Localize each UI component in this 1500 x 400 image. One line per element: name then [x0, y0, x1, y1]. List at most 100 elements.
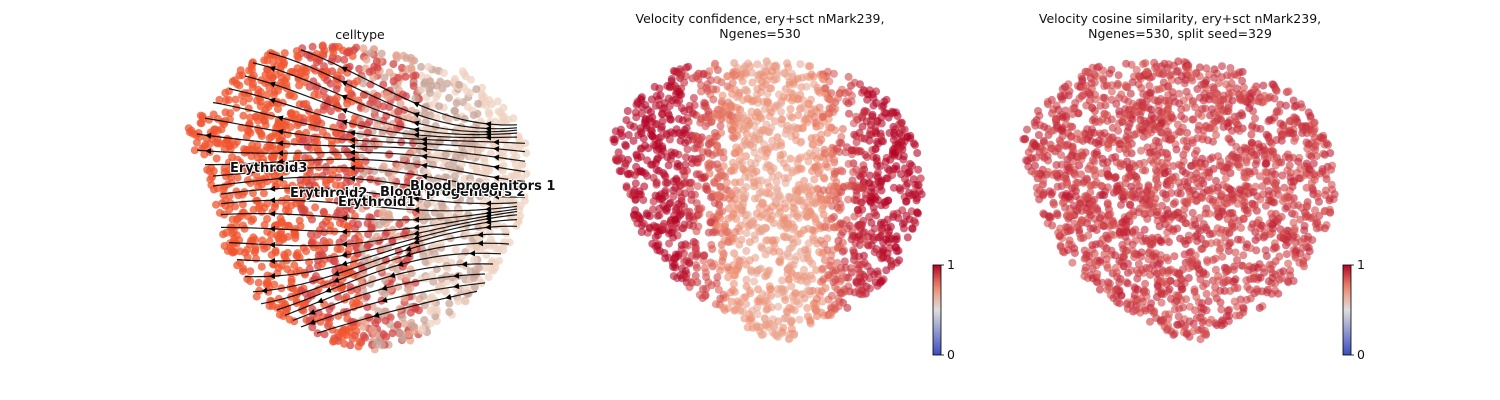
cell-point: [359, 79, 368, 88]
cell-point: [777, 115, 786, 124]
cell-point: [329, 257, 338, 265]
cell-point: [428, 270, 437, 279]
cell-point: [1238, 76, 1247, 85]
cell-point: [463, 102, 472, 111]
cell-point: [405, 200, 414, 209]
cell-point: [719, 154, 728, 162]
cell-point: [645, 223, 654, 232]
cell-point: [850, 195, 859, 204]
cell-point: [515, 206, 524, 215]
cell-point: [1177, 112, 1186, 121]
cell-point: [379, 217, 388, 225]
cell-point: [810, 112, 819, 121]
cell-point: [688, 108, 697, 117]
cell-point: [691, 131, 700, 140]
cell-point: [872, 157, 881, 165]
cluster-label: Erythroid1: [338, 195, 415, 210]
panel2-scatter: [609, 57, 926, 344]
cell-point: [663, 204, 672, 213]
cell-point: [311, 203, 320, 212]
cell-point: [1231, 117, 1240, 126]
cell-point: [685, 178, 694, 187]
cell-point: [786, 154, 795, 163]
cell-point: [382, 90, 391, 99]
cell-point: [320, 330, 329, 339]
cell-point: [894, 246, 903, 255]
cell-point: [212, 200, 220, 209]
cell-point: [801, 115, 810, 124]
cell-point: [692, 71, 701, 80]
cell-point: [754, 154, 763, 163]
cell-point: [641, 141, 650, 150]
cell-point: [466, 243, 474, 252]
cell-point: [400, 319, 409, 328]
cell-point: [784, 174, 792, 183]
cell-point: [800, 226, 808, 235]
cell-point: [881, 235, 890, 244]
cell-point: [791, 131, 800, 140]
cell-point: [745, 238, 754, 247]
cell-point: [831, 104, 840, 113]
cell-point: [303, 142, 312, 151]
cell-point: [816, 236, 825, 245]
cell-point: [426, 307, 435, 316]
cell-point: [464, 210, 473, 219]
cell-point: [378, 211, 387, 220]
cell-point: [772, 331, 781, 340]
cell-point: [1105, 69, 1114, 78]
cell-point: [904, 168, 913, 177]
cell-point: [435, 213, 444, 222]
cell-point: [623, 107, 632, 115]
cell-point: [827, 291, 836, 300]
cell-point: [667, 228, 676, 237]
cell-point: [421, 257, 430, 266]
cell-point: [796, 103, 805, 112]
cell-point: [835, 206, 844, 215]
cell-point: [225, 205, 234, 214]
cell-point: [1262, 130, 1271, 139]
cell-point: [373, 316, 382, 325]
cell-point: [812, 294, 821, 303]
cell-point: [610, 137, 619, 146]
cell-point: [1092, 147, 1101, 156]
cell-point: [517, 160, 526, 169]
cell-point: [396, 99, 405, 108]
cell-point: [1235, 127, 1244, 135]
cell-point: [753, 60, 762, 69]
cell-point: [228, 248, 237, 257]
cell-point: [724, 237, 732, 246]
cell-point: [1282, 250, 1291, 259]
cell-point: [657, 194, 666, 203]
cell-point: [187, 126, 196, 135]
cell-point: [436, 77, 445, 86]
cell-point: [287, 111, 296, 119]
cell-point: [834, 194, 843, 203]
cell-point: [467, 138, 476, 146]
cell-point: [704, 149, 713, 158]
cell-point: [870, 208, 879, 217]
cell-point: [423, 200, 432, 209]
cell-point: [259, 189, 268, 198]
cell-point: [742, 300, 751, 309]
cell-point: [379, 162, 388, 171]
cell-point: [326, 221, 335, 230]
cell-point: [365, 67, 374, 76]
cell-point: [1184, 184, 1193, 193]
cell-point: [736, 112, 745, 121]
cell-point: [486, 235, 495, 244]
cell-point: [812, 218, 821, 227]
cell-point: [837, 268, 846, 277]
cell-point: [711, 129, 719, 137]
cell-point: [906, 131, 915, 140]
cell-point: [667, 128, 676, 137]
cell-point: [501, 227, 510, 235]
cell-point: [766, 285, 775, 293]
cell-point: [730, 149, 739, 158]
cell-point: [231, 202, 240, 211]
cell-point: [733, 64, 742, 72]
cell-point: [246, 277, 255, 286]
cell-point: [377, 49, 386, 58]
cell-point: [844, 273, 853, 282]
cell-point: [481, 263, 490, 272]
